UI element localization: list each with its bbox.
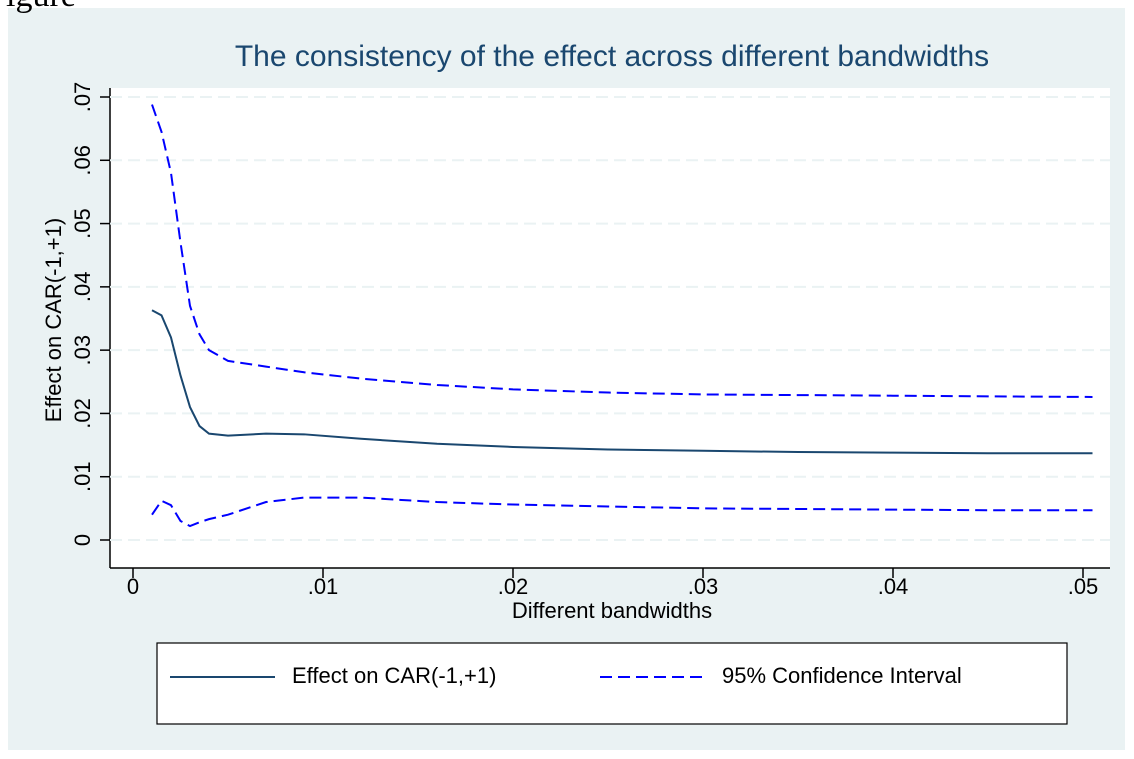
legend-label: 95% Confidence Interval bbox=[722, 663, 962, 688]
x-tick-label: .03 bbox=[688, 574, 719, 599]
x-tick-label: .02 bbox=[498, 574, 529, 599]
caption: igure bbox=[6, 0, 76, 14]
x-tick-label: .01 bbox=[308, 574, 339, 599]
y-axis-label: Effect on CAR(-1,+1) bbox=[41, 218, 66, 422]
y-tick-label: .03 bbox=[70, 335, 95, 366]
x-tick-label: .05 bbox=[1068, 574, 1099, 599]
series-line bbox=[151, 104, 1093, 398]
x-tick-label: 0 bbox=[127, 574, 139, 599]
legend-label: Effect on CAR(-1,+1) bbox=[292, 663, 496, 688]
legend bbox=[156, 642, 1068, 725]
y-tick-label: .02 bbox=[70, 398, 95, 429]
x-tick-label: .04 bbox=[878, 574, 909, 599]
chart-title: The consistency of the effect across dif… bbox=[235, 40, 989, 73]
plot-area bbox=[110, 88, 1110, 568]
y-tick-label: 0 bbox=[70, 534, 95, 546]
y-tick-label: .04 bbox=[70, 272, 95, 303]
y-tick-label: .07 bbox=[70, 82, 95, 113]
x-axis-label: Different bandwidths bbox=[512, 598, 712, 623]
y-tick-label: .01 bbox=[70, 461, 95, 492]
series-line bbox=[151, 496, 1093, 528]
y-tick-label: .05 bbox=[70, 208, 95, 239]
series-line bbox=[151, 309, 1093, 455]
y-tick-label: .06 bbox=[70, 145, 95, 176]
